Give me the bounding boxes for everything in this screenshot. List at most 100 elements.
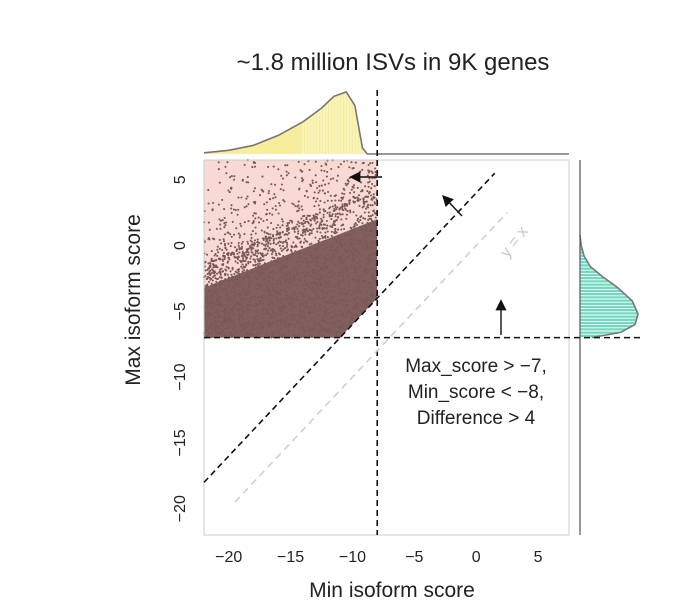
scatter-point <box>265 218 269 221</box>
scatter-point <box>297 160 300 163</box>
scatter-point <box>252 221 255 224</box>
scatter-point <box>267 241 270 244</box>
scatter-point <box>291 227 294 230</box>
scatter-point <box>361 222 364 225</box>
scatter-point <box>308 214 311 217</box>
scatter-point <box>375 198 378 201</box>
scatter-point <box>237 208 240 211</box>
scatter-point <box>259 257 262 260</box>
scatter-point <box>334 215 337 218</box>
scatter-point <box>278 240 281 243</box>
scatter-point <box>221 219 224 222</box>
scatter-point <box>230 207 233 210</box>
scatter-point <box>237 244 240 247</box>
scatter-point <box>250 243 254 246</box>
scatter-point <box>286 223 289 227</box>
scatter-point <box>319 222 322 225</box>
scatter-point <box>370 187 373 190</box>
scatter-point <box>240 225 243 228</box>
scatter-point <box>249 260 252 263</box>
scatter-point <box>254 226 257 229</box>
scatter-point <box>236 213 239 216</box>
scatter-point <box>283 200 286 203</box>
scatter-point <box>364 217 367 220</box>
scatter-point <box>236 261 239 265</box>
scatter-point <box>271 235 275 238</box>
scatter-point <box>222 240 226 243</box>
scatter-point <box>227 189 230 192</box>
scatter-point <box>250 233 253 236</box>
scatter-point <box>280 174 283 177</box>
scatter-point <box>322 213 325 216</box>
scatter-point <box>255 263 258 266</box>
scatter-point <box>265 232 268 235</box>
scatter-point <box>240 196 243 199</box>
scatter-point <box>217 251 220 254</box>
scatter-point <box>314 200 318 203</box>
scatter-point <box>336 212 339 215</box>
scatter-point <box>324 234 327 238</box>
scatter-point <box>219 227 222 230</box>
top-marginal-curve <box>203 91 569 155</box>
scatter-point <box>288 221 291 224</box>
scatter-point <box>241 250 244 253</box>
scatter-point <box>257 258 260 261</box>
scatter-point <box>235 227 238 230</box>
scatter-point <box>306 196 309 199</box>
scatter-point <box>224 268 227 271</box>
scatter-point <box>367 203 370 206</box>
scatter-point <box>271 250 274 253</box>
scatter-point <box>302 225 305 228</box>
scatter-point <box>370 194 373 197</box>
scatter-point <box>207 202 210 205</box>
scatter-point <box>362 161 365 164</box>
scatter-point <box>326 199 329 202</box>
scatter-point <box>308 168 311 171</box>
scatter-point <box>330 199 333 202</box>
scatter-point <box>285 245 289 248</box>
scatter-point <box>258 241 261 245</box>
scatter-point <box>312 196 315 199</box>
scatter-point <box>315 216 318 219</box>
scatter-point <box>333 231 336 235</box>
scatter-point <box>230 175 233 178</box>
scatter-point <box>306 230 309 233</box>
scatter-point <box>232 208 235 211</box>
scatter-point <box>208 228 211 231</box>
scatter-point <box>225 248 228 251</box>
scatter-point <box>225 265 228 268</box>
scatter-point <box>329 178 332 181</box>
top-marginal <box>203 91 569 155</box>
scatter-point <box>245 263 248 266</box>
scatter-point <box>240 261 243 264</box>
scatter-point <box>343 192 346 196</box>
scatter-point <box>352 186 355 189</box>
scatter-point <box>214 264 217 267</box>
scatter-point <box>214 274 217 277</box>
scatter-point <box>231 266 234 269</box>
scatter-point <box>369 162 372 165</box>
scatter-point <box>299 233 303 236</box>
scatter-point <box>293 245 296 249</box>
scatter-point <box>215 227 218 230</box>
scatter-point <box>240 242 243 245</box>
scatter-point <box>333 209 336 212</box>
scatter-point <box>277 223 280 227</box>
scatter-point <box>358 204 361 207</box>
scatter-point <box>214 252 217 255</box>
scatter-point <box>216 266 219 269</box>
scatter-point <box>357 220 360 223</box>
scatter-point <box>343 227 346 231</box>
scatter-point <box>341 208 344 211</box>
scatter-point <box>256 238 259 241</box>
scatter-point <box>206 283 209 286</box>
y-tick-labels: 5 0 −5 −10 −15 −20 <box>172 175 189 522</box>
scatter-point <box>238 246 241 249</box>
scatter-point <box>241 179 244 182</box>
scatter-point <box>321 237 324 240</box>
scatter-point <box>231 220 234 223</box>
scatter-point <box>302 230 305 233</box>
scatter-point <box>217 203 220 206</box>
scatter-point <box>342 196 345 199</box>
scatter-point <box>204 269 207 272</box>
